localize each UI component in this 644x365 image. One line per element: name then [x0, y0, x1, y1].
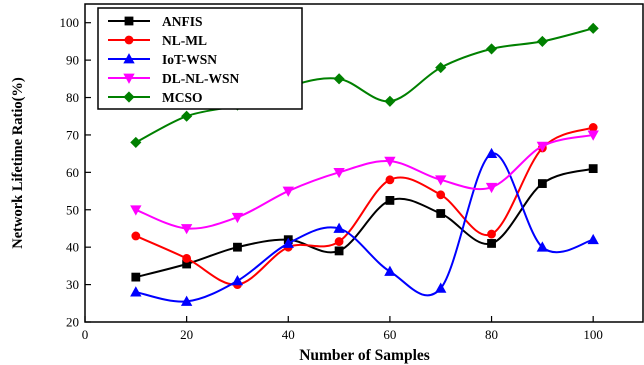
data-point — [282, 237, 294, 248]
legend-swatch-marker — [124, 35, 134, 45]
data-point — [384, 156, 396, 167]
data-point — [333, 222, 345, 233]
data-point — [182, 253, 192, 263]
data-point — [587, 233, 599, 245]
x-axis-title: Number of Samples — [299, 347, 430, 364]
y-tick-label: 70 — [66, 127, 79, 142]
x-axis-ticks: 0 20 40 60 80 100 — [82, 316, 603, 342]
x-tick-label: 80 — [485, 327, 498, 342]
legend-label: ANFIS — [162, 14, 203, 29]
series-iot-wsn — [130, 147, 599, 306]
y-tick-label: 90 — [66, 53, 79, 68]
data-point — [384, 95, 396, 107]
legend-label: NL-ML — [162, 33, 207, 48]
legend-swatch-marker — [123, 73, 135, 84]
legend-label: IoT-WSN — [162, 52, 217, 67]
series-layer — [130, 22, 599, 306]
data-point — [588, 123, 598, 132]
data-point — [487, 239, 496, 248]
data-point — [436, 209, 446, 218]
data-point — [180, 295, 193, 306]
series-nl-ml — [131, 123, 598, 289]
data-point — [485, 182, 498, 194]
y-tick-label: 80 — [66, 90, 79, 105]
data-point — [131, 231, 141, 241]
y-tick-label: 60 — [66, 165, 79, 180]
legend-item: ANFIS — [108, 14, 203, 29]
legend-item: MCSO — [108, 90, 203, 105]
y-axis-ticks: 20 30 40 50 60 70 80 90 100 — [60, 15, 91, 330]
data-point — [333, 73, 345, 85]
data-point — [282, 186, 294, 197]
series-dl-nl-wsn — [130, 130, 599, 235]
y-tick-label: 20 — [66, 315, 79, 330]
data-point — [435, 175, 447, 186]
y-axis-title: Network Lifetime Ratio(%) — [10, 77, 26, 249]
y-tick-label: 100 — [60, 15, 80, 30]
data-point — [130, 136, 142, 148]
legend: ANFIS NL-ML IoT-WSN DL-NL-WSN MCSO — [97, 7, 303, 110]
data-point — [231, 212, 244, 224]
legend-swatch-marker — [124, 16, 134, 26]
data-point — [334, 246, 344, 256]
legend-item: DL-NL-WSN — [108, 71, 240, 86]
x-tick-label: 0 — [82, 327, 89, 342]
data-point — [385, 196, 395, 205]
series-line — [135, 133, 594, 230]
data-point — [384, 265, 396, 276]
legend-item: IoT-WSN — [108, 52, 217, 67]
data-point — [181, 110, 193, 122]
data-point — [333, 167, 345, 179]
x-tick-label: 40 — [282, 327, 295, 342]
data-point — [587, 22, 599, 34]
data-point — [485, 147, 498, 159]
data-point — [485, 43, 498, 55]
x-tick-label: 100 — [583, 327, 603, 342]
data-point — [131, 272, 141, 282]
data-point — [587, 130, 599, 141]
y-tick-label: 30 — [66, 277, 79, 292]
data-point — [233, 242, 242, 252]
data-point — [588, 164, 598, 174]
plot-frame — [84, 3, 644, 323]
y-tick-label: 40 — [66, 240, 79, 255]
series-line — [135, 27, 594, 144]
data-point — [334, 237, 344, 246]
y-tick-label: 50 — [66, 202, 79, 217]
series-anfis — [131, 164, 598, 282]
x-tick-label: 20 — [180, 327, 193, 342]
data-point — [536, 241, 549, 252]
data-point — [385, 175, 395, 185]
series-line — [135, 167, 594, 279]
data-point — [536, 35, 548, 47]
data-point — [435, 282, 447, 293]
data-point — [487, 229, 496, 239]
legend-swatch-marker — [123, 91, 135, 103]
legend-label: MCSO — [162, 90, 203, 105]
data-point — [537, 179, 547, 188]
data-point — [130, 205, 142, 216]
data-point — [180, 224, 193, 235]
legend-label: DL-NL-WSN — [162, 71, 240, 86]
data-point — [536, 141, 549, 152]
data-point — [231, 275, 244, 286]
legend-item: NL-ML — [108, 33, 207, 48]
series-line — [135, 126, 594, 286]
data-point — [130, 286, 142, 297]
data-point — [436, 190, 446, 200]
series-mcso — [130, 22, 599, 148]
x-tick-label: 60 — [383, 327, 396, 342]
legend-swatch-marker — [123, 53, 135, 64]
data-point — [435, 62, 447, 74]
